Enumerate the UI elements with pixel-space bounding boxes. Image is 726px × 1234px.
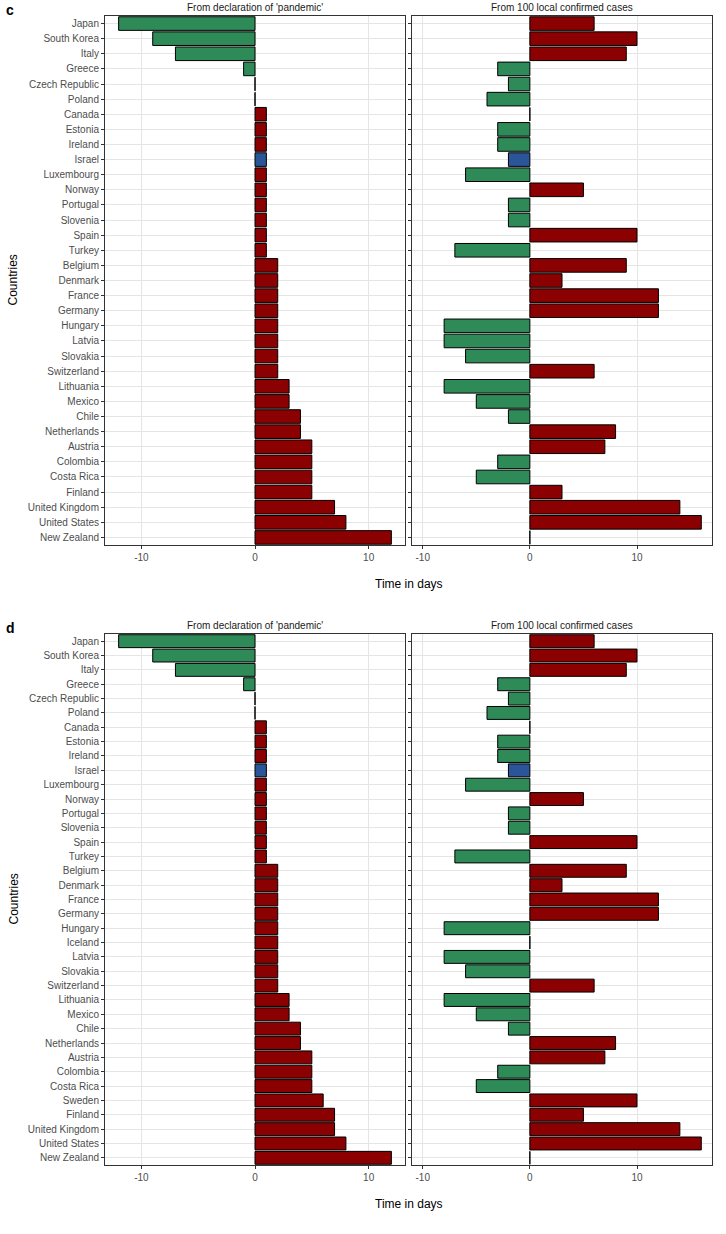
svg-text:Estonia: Estonia [66,736,100,747]
svg-text:France: France [68,894,100,905]
svg-text:0: 0 [252,1172,258,1183]
svg-text:Countries: Countries [6,254,20,305]
svg-text:Denmark: Denmark [58,275,100,286]
svg-text:Greece: Greece [66,63,99,74]
svg-text:Hungary: Hungary [61,923,99,934]
svg-text:Ireland: Ireland [68,750,99,761]
svg-text:Netherlands: Netherlands [45,1038,99,1049]
svg-text:From declaration of 'pandemic': From declaration of 'pandemic' [187,2,323,13]
svg-text:Lithuania: Lithuania [58,381,99,392]
svg-text:Chile: Chile [76,1023,99,1034]
svg-text:Mexico: Mexico [67,396,99,407]
svg-text:0: 0 [527,552,533,563]
svg-text:Japan: Japan [72,636,99,647]
svg-text:Ireland: Ireland [68,139,99,150]
svg-text:United Kingdom: United Kingdom [28,1124,99,1135]
svg-text:Czech Republic: Czech Republic [29,79,99,90]
svg-text:Germany: Germany [58,305,99,316]
svg-text:Poland: Poland [68,94,99,105]
svg-text:France: France [68,290,100,301]
svg-text:Israel: Israel [75,154,99,165]
svg-text:Turkey: Turkey [69,851,99,862]
svg-text:Finland: Finland [66,487,99,498]
svg-text:Slovenia: Slovenia [61,215,100,226]
svg-text:-10: -10 [134,1172,149,1183]
svg-text:United Kingdom: United Kingdom [28,502,99,513]
svg-text:Netherlands: Netherlands [45,426,99,437]
svg-text:Canada: Canada [64,109,99,120]
svg-text:Chile: Chile [76,411,99,422]
svg-text:From declaration of 'pandemic': From declaration of 'pandemic' [187,620,323,631]
svg-text:Germany: Germany [58,908,99,919]
svg-text:Czech Republic: Czech Republic [29,693,99,704]
svg-text:Hungary: Hungary [61,320,99,331]
svg-text:10: 10 [363,552,375,563]
svg-text:Switzerland: Switzerland [47,366,99,377]
svg-text:Costa Rica: Costa Rica [50,471,99,482]
svg-text:South Korea: South Korea [43,650,99,661]
svg-text:d: d [6,620,15,636]
svg-text:Time in days: Time in days [375,1197,443,1211]
svg-text:10: 10 [631,1172,643,1183]
svg-text:From 100 local confirmed cases: From 100 local confirmed cases [491,620,633,631]
svg-text:0: 0 [527,1172,533,1183]
svg-text:Colombia: Colombia [57,456,100,467]
svg-text:Slovakia: Slovakia [61,966,99,977]
svg-text:Time in days: Time in days [375,577,443,591]
svg-text:Slovenia: Slovenia [61,822,100,833]
svg-text:Costa Rica: Costa Rica [50,1081,99,1092]
svg-text:New Zealand: New Zealand [40,1152,99,1163]
svg-text:Countries: Countries [7,873,21,924]
svg-text:Italy: Italy [81,664,99,675]
svg-text:Portugal: Portugal [62,199,99,210]
svg-text:Luxembourg: Luxembourg [43,169,99,180]
svg-text:Belgium: Belgium [63,865,99,876]
svg-text:0: 0 [252,552,258,563]
svg-text:Belgium: Belgium [63,260,99,271]
svg-text:10: 10 [363,1172,375,1183]
svg-text:Turkey: Turkey [69,245,99,256]
svg-text:Colombia: Colombia [57,1066,100,1077]
svg-text:Canada: Canada [64,722,99,733]
svg-text:Israel: Israel [75,765,99,776]
svg-text:Finland: Finland [66,1109,99,1120]
svg-text:Austria: Austria [68,441,100,452]
svg-text:Denmark: Denmark [58,880,100,891]
svg-text:-10: -10 [415,1172,430,1183]
svg-text:Slovakia: Slovakia [61,351,99,362]
svg-text:c: c [6,2,14,18]
svg-text:Switzerland: Switzerland [47,980,99,991]
svg-text:Mexico: Mexico [67,1009,99,1020]
svg-text:Italy: Italy [81,48,99,59]
svg-text:10: 10 [631,552,643,563]
svg-text:Latvia: Latvia [72,335,99,346]
svg-text:Iceland: Iceland [67,937,99,948]
svg-text:-10: -10 [134,552,149,563]
svg-text:Sweden: Sweden [63,1095,99,1106]
svg-text:From 100 local confirmed cases: From 100 local confirmed cases [491,2,633,13]
svg-text:Spain: Spain [73,837,99,848]
svg-text:Luxembourg: Luxembourg [43,779,99,790]
svg-text:United States: United States [39,517,99,528]
svg-text:Lithuania: Lithuania [58,994,99,1005]
svg-text:Estonia: Estonia [66,124,100,135]
svg-text:-10: -10 [415,552,430,563]
svg-text:Spain: Spain [73,230,99,241]
svg-text:Greece: Greece [66,679,99,690]
svg-text:Japan: Japan [72,18,99,29]
svg-text:Norway: Norway [65,794,99,805]
svg-text:Poland: Poland [68,707,99,718]
svg-text:South Korea: South Korea [43,33,99,44]
svg-text:New Zealand: New Zealand [40,532,99,543]
svg-text:Latvia: Latvia [72,951,99,962]
svg-text:Norway: Norway [65,184,99,195]
svg-text:United States: United States [39,1138,99,1149]
svg-text:Austria: Austria [68,1052,100,1063]
svg-text:Portugal: Portugal [62,808,99,819]
